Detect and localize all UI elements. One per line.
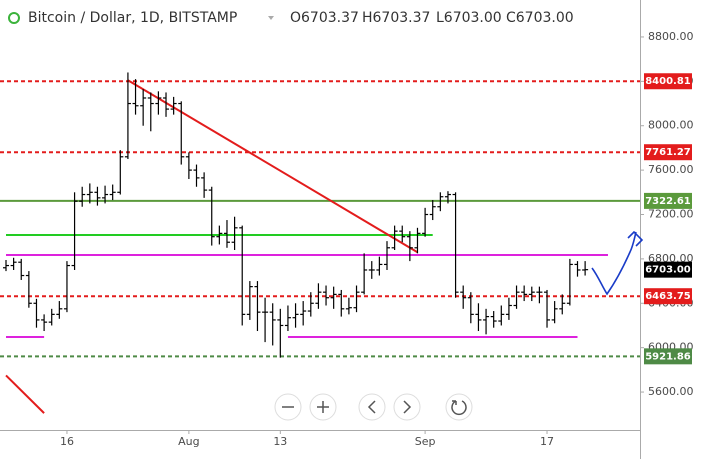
scroll-right-button[interactable] xyxy=(393,393,421,421)
trendline xyxy=(127,79,418,254)
toolbar xyxy=(274,393,473,421)
dropdown-caret[interactable] xyxy=(268,16,274,20)
level-label: 6463.75 xyxy=(645,291,691,302)
level-label: 5921.86 xyxy=(645,351,691,362)
header-bg xyxy=(0,4,580,32)
plot-area xyxy=(0,72,640,414)
y-tick-label: 7200.00 xyxy=(648,208,694,221)
hand-drawn-arrow xyxy=(591,230,644,296)
level-label-bg xyxy=(644,288,692,305)
status-icon xyxy=(8,12,20,24)
y-tick-label: 8000.00 xyxy=(648,119,694,132)
ohlc-close: C6703.00 xyxy=(506,10,574,26)
scroll-left-icon xyxy=(367,400,376,414)
x-tick-label: 16 xyxy=(60,435,74,448)
level-label-bg xyxy=(644,192,692,209)
ohlc-open: O6703.37 xyxy=(290,10,359,26)
scroll-right-icon xyxy=(403,400,412,414)
trendline xyxy=(5,374,45,414)
symbol-title: Bitcoin / Dollar, 1D, BITSTAMP xyxy=(28,10,237,26)
reset-icon xyxy=(451,400,467,416)
last-price-label: 6703.00 xyxy=(645,265,691,276)
y-tick-label: 6800.00 xyxy=(648,252,694,265)
y-tick-label: 5600.00 xyxy=(648,385,694,398)
level-label: 7322.61 xyxy=(645,196,691,207)
ohlc-low: L6703.00 xyxy=(436,10,502,26)
x-tick-label: Sep xyxy=(415,435,436,448)
x-tick-label: 17 xyxy=(540,435,554,448)
ohlc-high: H6703.37 xyxy=(362,10,430,26)
level-label-bg xyxy=(644,348,692,365)
zoom-in-icon xyxy=(317,401,329,413)
axis-layer: 8800.008400.008000.007600.007200.006800.… xyxy=(60,30,694,448)
scroll-left-button[interactable] xyxy=(358,393,386,421)
y-tick-label: 8800.00 xyxy=(648,30,694,43)
reset-button[interactable] xyxy=(445,393,473,421)
level-label-bg xyxy=(644,144,692,161)
x-tick-label: 13 xyxy=(273,435,287,448)
level-label-bg xyxy=(644,73,692,90)
level-label: 8400.81 xyxy=(645,76,691,87)
last-price-bg xyxy=(644,261,692,278)
y-tick-label: 7600.00 xyxy=(648,163,694,176)
level-label: 7761.27 xyxy=(645,147,691,158)
x-tick-label: Aug xyxy=(178,435,199,448)
